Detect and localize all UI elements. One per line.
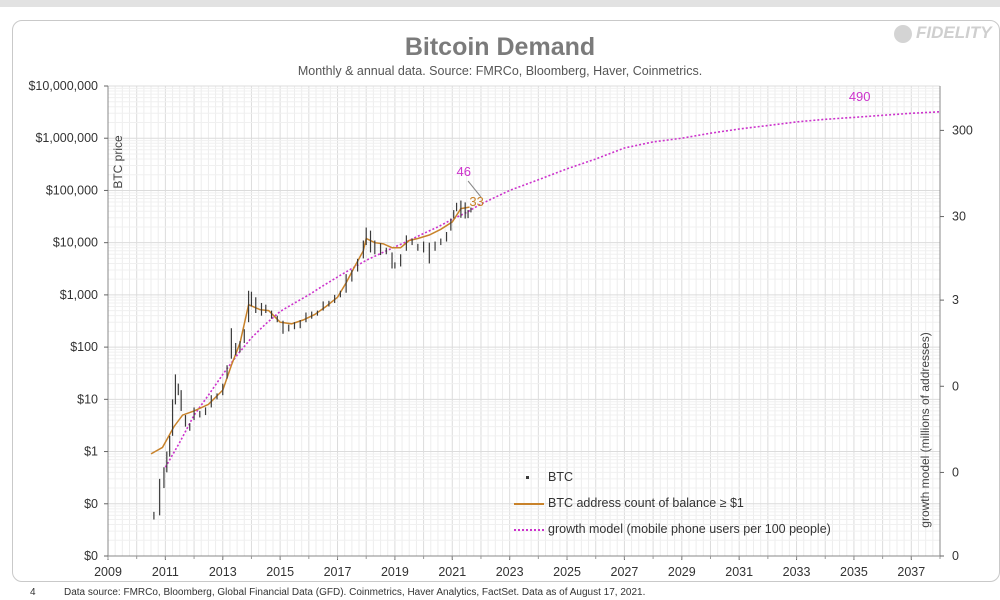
x-tick-label: 2013 [209, 565, 237, 579]
x-tick-label: 2037 [897, 565, 925, 579]
y-left-tick-label: $1,000,000 [35, 131, 98, 145]
y-left-tick-label: $1,000 [60, 288, 98, 302]
y-right-axis-label: growth model (millions of addresses) [918, 332, 932, 527]
x-tick-label: 2031 [725, 565, 753, 579]
y-right-tick-label: 0 [952, 379, 959, 393]
legend-label-addresses: BTC address count of balance ≥ $1 [548, 496, 744, 510]
legend-swatch-btc [526, 476, 529, 479]
y-right-tick-label: 0 [952, 465, 959, 479]
y-left-tick-label: $0 [84, 497, 98, 511]
y-left-tick-label: $10,000 [53, 236, 98, 250]
x-tick-label: 2023 [496, 565, 524, 579]
legend-label-growth-model: growth model (mobile phone users per 100… [548, 522, 831, 536]
page-number: 4 [30, 587, 36, 598]
y-right-tick-label: 0 [952, 549, 959, 563]
footer-note: Data source: FMRCo, Bloomberg, Global Fi… [64, 587, 646, 598]
y-left-tick-label: $0 [84, 549, 98, 563]
chart-subtitle: Monthly & annual data. Source: FMRCo, Bl… [297, 64, 703, 78]
x-tick-label: 2029 [668, 565, 696, 579]
y-right-tick-label: 300 [952, 123, 973, 137]
x-tick-label: 2035 [840, 565, 868, 579]
x-tick-label: 2019 [381, 565, 409, 579]
y-left-tick-label: $10 [77, 392, 98, 406]
y-right-tick-label: 30 [952, 210, 966, 224]
series-address-count [150, 206, 470, 455]
x-tick-label: 2025 [553, 565, 581, 579]
y-left-tick-label: $1 [84, 445, 98, 459]
x-tick-label: 2009 [94, 565, 122, 579]
x-tick-label: 2017 [324, 565, 352, 579]
annotation-label: 490 [849, 89, 871, 104]
annotation-label: 46 [457, 164, 471, 179]
y-left-axis-label: BTC price [111, 135, 125, 189]
chart-title: Bitcoin Demand [404, 33, 596, 61]
x-tick-label: 2011 [152, 565, 179, 579]
x-tick-label: 2015 [266, 565, 294, 579]
x-tick-label: 2027 [611, 565, 639, 579]
series-growth-model [164, 111, 941, 468]
legend-swatch-growth-model [514, 529, 544, 531]
x-tick-label: 2033 [783, 565, 811, 579]
footer: 4 Data source: FMRCo, Bloomberg, Global F… [30, 587, 645, 598]
y-right-tick-label: 3 [952, 293, 959, 307]
annotation-label: 33 [469, 194, 483, 209]
top-bar [0, 0, 1000, 7]
legend-label-btc: BTC [548, 470, 573, 484]
brand-logo: FIDELITY [894, 21, 1000, 45]
legend-swatch-addresses [514, 503, 544, 505]
y-left-tick-label: $100,000 [46, 183, 98, 197]
logo-icon [894, 24, 912, 43]
x-tick-label: 2021 [438, 565, 466, 579]
y-left-tick-label: $100 [70, 340, 98, 354]
y-left-tick-label: $10,000,000 [28, 79, 98, 93]
annotation-pointer [467, 180, 482, 198]
